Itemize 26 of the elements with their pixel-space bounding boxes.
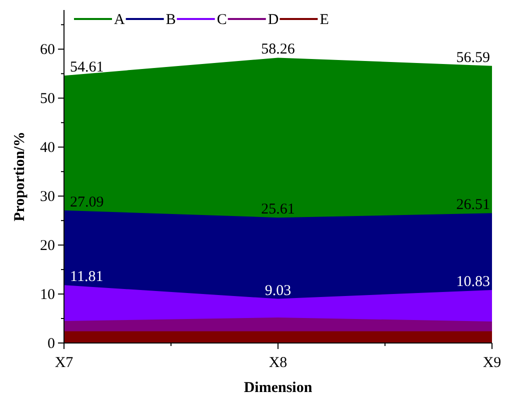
data-label: 58.26 [261,42,296,58]
x-tick-label: X7 [54,355,74,371]
data-label: 56.59 [456,50,490,66]
legend-label: A [114,12,125,28]
x-axis-title: Dimension [244,380,313,396]
data-label: 10.83 [456,274,490,290]
data-label: 26.51 [456,197,490,214]
y-tick-label: 30 [40,188,55,205]
legend-label: D [268,12,279,28]
y-tick-label: 10 [40,286,55,303]
legend-label: E [320,12,329,28]
y-tick-label: 50 [40,90,55,107]
x-tick-label: X9 [482,355,502,371]
y-tick-label: 20 [40,238,55,254]
y-tick-label: 40 [40,140,55,156]
data-label: 54.61 [70,60,104,76]
data-label: 25.61 [261,202,295,218]
data-label: 11.81 [70,269,104,286]
y-tick-label: 60 [40,42,55,58]
y-tick-label: 0 [48,336,55,352]
data-label: 27.09 [70,194,104,210]
y-axis-title: Proportion/% [12,132,28,222]
legend-label: B [166,12,176,28]
data-label: 9.03 [264,282,292,299]
legend-label: C [216,12,227,28]
x-tick-label: X8 [268,355,288,371]
